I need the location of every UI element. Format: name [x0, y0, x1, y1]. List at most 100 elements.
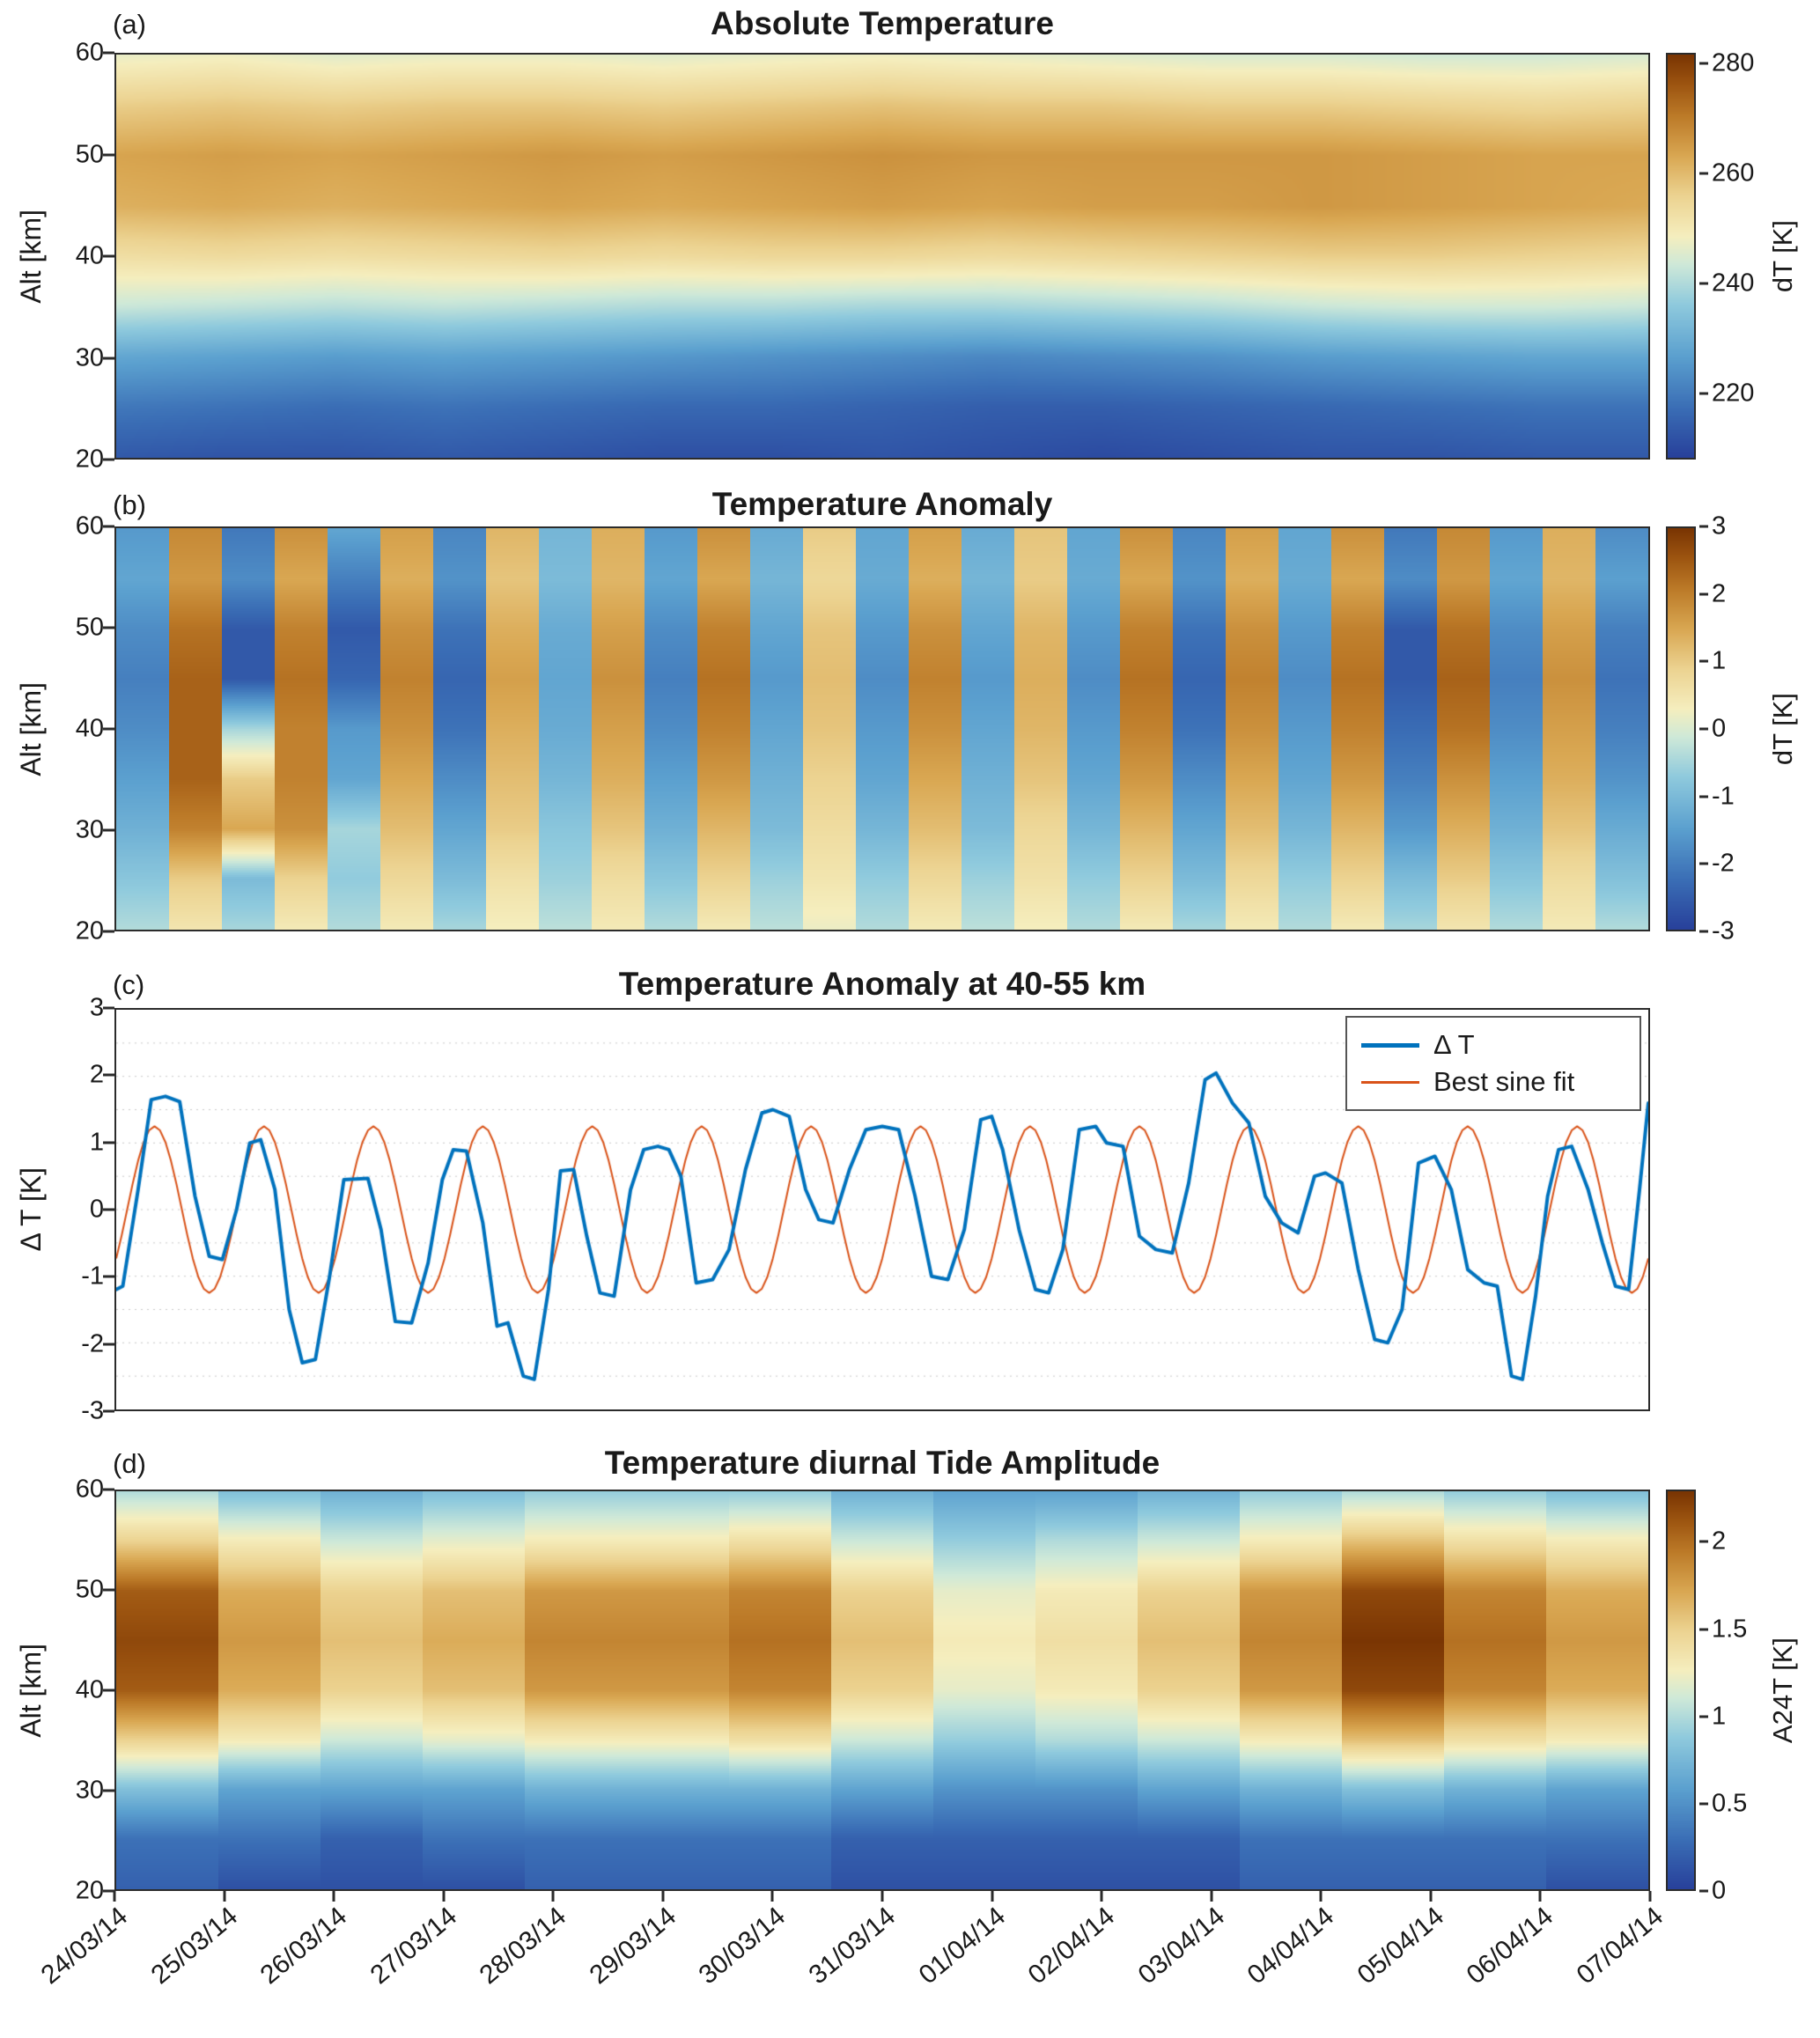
panel-a-ytick-marks	[103, 51, 114, 461]
y-tick-mark	[103, 828, 114, 832]
y-tick-mark	[103, 1275, 114, 1278]
colorbar-tick-mark	[1699, 282, 1708, 285]
legend-sinefit-line-sample	[1361, 1080, 1419, 1084]
y-tick-label: 30	[75, 343, 104, 372]
x-axis-date-labels: 24/03/14 25/03/14 26/03/14 27/03/14 28/03/14…	[36, 1895, 1669, 2035]
panel-d-ytick-labels: 20 30 40 50 60	[30, 1475, 104, 1905]
legend-dt-line	[1361, 1042, 1419, 1048]
heatmap-canvas-b	[116, 528, 1648, 930]
colorbar-tick-mark	[1699, 930, 1708, 933]
colorbar-canvas-a	[1668, 55, 1694, 458]
y-tick-label: 60	[75, 38, 104, 67]
x-tick-mark	[442, 1891, 446, 1902]
colorbar-tick-label: 1.5	[1712, 1615, 1748, 1644]
x-tick-mark	[1210, 1891, 1213, 1902]
panel-b-colorbar	[1666, 526, 1696, 931]
colorbar-tick-label: 280	[1712, 48, 1755, 77]
y-tick-label: -2	[81, 1329, 104, 1358]
y-tick-mark	[103, 1889, 114, 1893]
y-tick-mark	[103, 1789, 114, 1792]
y-tick-label: 1	[89, 1128, 104, 1157]
y-tick-mark	[103, 1343, 114, 1346]
heatmap-canvas-d	[116, 1491, 1648, 1889]
y-tick-mark	[103, 626, 114, 629]
y-tick-label: 60	[75, 511, 104, 541]
legend-item-sinefit: Best sine fit	[1361, 1063, 1625, 1100]
colorbar-tick-label: 220	[1712, 379, 1755, 408]
panel-c-title: Temperature Anomaly at 40-55 km	[618, 966, 1146, 1002]
colorbar-tick-mark	[1699, 1802, 1708, 1806]
panel-c-tag: (c)	[113, 969, 145, 1000]
colorbar-tick-label: 1	[1712, 1702, 1727, 1731]
panel-b-plot	[114, 526, 1650, 931]
panel-a-plot	[114, 53, 1650, 460]
y-tick-mark	[103, 1689, 114, 1692]
y-tick-label: 2	[89, 1060, 104, 1089]
x-tick-mark	[991, 1891, 994, 1902]
colorbar-canvas-b	[1668, 528, 1694, 930]
y-tick-label: -3	[81, 1396, 104, 1425]
x-tick-mark	[113, 1891, 116, 1902]
x-tick-mark	[551, 1891, 555, 1902]
panel-b-colorbar-tick-labels: -3 -2 -1 0 1 2 3	[1712, 512, 1796, 945]
x-tick-mark	[1538, 1891, 1542, 1902]
y-tick-mark	[103, 930, 114, 933]
y-tick-mark	[103, 1409, 114, 1413]
colorbar-tick-label: -3	[1712, 916, 1735, 945]
panel-a-colorbar-label: dT [K]	[1761, 53, 1805, 460]
heatmap-canvas-a	[116, 55, 1648, 458]
x-tick-mark	[661, 1891, 665, 1902]
colorbar-tick-mark	[1699, 592, 1708, 596]
y-tick-mark	[103, 254, 114, 258]
y-tick-label: 40	[75, 241, 104, 270]
y-tick-mark	[103, 1073, 114, 1077]
y-tick-label: 20	[75, 445, 104, 474]
colorbar-tick-label: 1	[1712, 646, 1727, 675]
y-tick-mark	[103, 153, 114, 156]
panel-b-colorbar-label-text: dT [K]	[1767, 692, 1798, 766]
x-tick-mark	[770, 1891, 774, 1902]
y-tick-label: 3	[89, 993, 104, 1022]
colorbar-tick-mark	[1699, 525, 1708, 528]
colorbar-tick-label: 3	[1712, 511, 1727, 541]
y-tick-mark	[103, 1588, 114, 1592]
y-tick-mark	[103, 1208, 114, 1211]
y-tick-mark	[103, 1488, 114, 1491]
panel-d-plot	[114, 1490, 1650, 1891]
panel-b-title: Temperature Anomaly	[711, 486, 1053, 522]
colorbar-tick-label: 2	[1712, 579, 1727, 608]
panel-d-colorbar-tick-marks	[1699, 1490, 1708, 1893]
panel-b-ytick-marks	[103, 525, 114, 933]
y-tick-label: 30	[75, 1776, 104, 1805]
panel-a-colorbar-tick-labels: 220 240 260 280	[1712, 49, 1796, 460]
legend-dt-line-sample	[1361, 1042, 1419, 1048]
colorbar-canvas-d	[1668, 1491, 1694, 1889]
colorbar-tick-mark	[1699, 727, 1708, 731]
panel-b-ytick-labels: 20 30 40 50 60	[30, 512, 104, 945]
x-tick-mark	[1319, 1891, 1323, 1902]
panel-a-colorbar	[1666, 53, 1696, 460]
legend-sinefit-label: Best sine fit	[1433, 1066, 1575, 1097]
colorbar-tick-mark	[1699, 1628, 1708, 1631]
colorbar-tick-label: -1	[1712, 782, 1735, 811]
panel-c-ytick-marks	[103, 1006, 114, 1413]
y-tick-mark	[103, 1141, 114, 1144]
y-tick-label: -1	[81, 1262, 104, 1291]
panel-a-colorbar-label-text: dT [K]	[1767, 219, 1798, 293]
colorbar-tick-mark	[1699, 795, 1708, 798]
y-tick-label: 30	[75, 815, 104, 844]
panel-d-colorbar-label: A24T [K]	[1761, 1490, 1805, 1891]
y-tick-mark	[103, 51, 114, 55]
colorbar-tick-mark	[1699, 862, 1708, 865]
panel-a-ytick-labels: 20 30 40 50 60	[30, 39, 104, 474]
panel-d-colorbar-tick-labels: 0 0.5 1 1.5 2	[1712, 1490, 1796, 1905]
x-tick-mark	[332, 1891, 335, 1902]
panel-b-colorbar-tick-marks	[1699, 525, 1708, 933]
panel-d-colorbar	[1666, 1490, 1696, 1891]
colorbar-tick-label: -2	[1712, 849, 1735, 878]
y-tick-label: 50	[75, 1575, 104, 1604]
panel-d-xtick-marks	[113, 1891, 1652, 1903]
legend-item-dt: Δ T	[1361, 1026, 1625, 1063]
panel-b-colorbar-label: dT [K]	[1761, 526, 1805, 931]
